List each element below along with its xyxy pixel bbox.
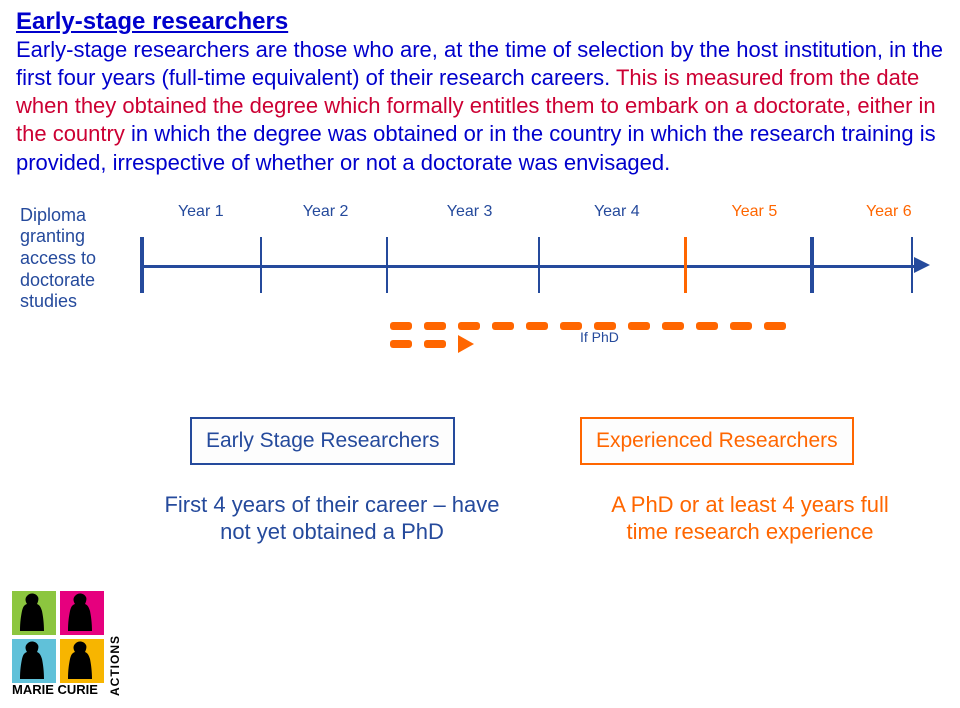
axis-line	[140, 265, 914, 268]
logo-actions-text: ACTIONS	[108, 635, 122, 696]
axis-tick	[810, 237, 814, 293]
desc-line: First 4 years of their career – have	[164, 492, 499, 517]
axis-tick	[386, 237, 388, 293]
logo-tile	[60, 591, 104, 635]
axis-tick	[538, 237, 540, 293]
timeline-diagram: Diploma granting access to doctorate stu…	[20, 197, 940, 417]
year-label: Year 5	[704, 203, 804, 221]
logo-brand-text: MARIE CURIE	[12, 683, 104, 696]
silhouette-icon	[12, 591, 56, 635]
axis-tick	[684, 237, 687, 293]
category-boxes-row: Early Stage Researchers Experienced Rese…	[20, 417, 940, 475]
desc-line: time research experience	[626, 519, 873, 544]
year-label: Year 3	[420, 203, 520, 221]
early-stage-description: First 4 years of their career – have not…	[132, 491, 532, 546]
timeline-axis	[140, 237, 930, 293]
silhouette-icon	[12, 639, 56, 683]
intro-paragraph: Early-stage researchers are those who ar…	[0, 36, 960, 185]
experienced-description: A PhD or at least 4 years full time rese…	[570, 491, 930, 546]
marie-curie-actions-logo: MARIE CURIE ACTIONS	[12, 591, 122, 696]
timeline: Year 1 Year 2 Year 3 Year 4 Year 5 Year 6 If …	[140, 197, 940, 347]
desc-line: not yet obtained a PhD	[220, 519, 444, 544]
page-title: Early-stage researchers	[0, 0, 960, 36]
early-stage-box: Early Stage Researchers	[190, 417, 455, 465]
axis-tick	[260, 237, 262, 293]
desc-line: A PhD or at least 4 years full	[611, 492, 889, 517]
logo-tile	[12, 591, 56, 635]
year-label: Year 4	[567, 203, 667, 221]
year-label: Year 6	[839, 203, 939, 221]
intro-sentence-3: in which the degree was obtained or in t…	[16, 121, 936, 174]
experienced-box: Experienced Researchers	[580, 417, 854, 465]
logo-tile	[60, 639, 104, 683]
axis-tick	[140, 237, 144, 293]
silhouette-icon	[60, 639, 104, 683]
year-label: Year 1	[151, 203, 251, 221]
silhouette-icon	[60, 591, 104, 635]
axis-arrowhead-icon	[914, 257, 930, 273]
axis-tick	[911, 237, 913, 293]
logo-tile	[12, 639, 56, 683]
diploma-label: Diploma granting access to doctorate stu…	[20, 205, 132, 313]
phd-dash-line	[390, 317, 819, 327]
phd-label: If PhD	[580, 329, 619, 345]
year-label: Year 2	[276, 203, 376, 221]
dash-arrowhead-icon	[458, 335, 474, 353]
